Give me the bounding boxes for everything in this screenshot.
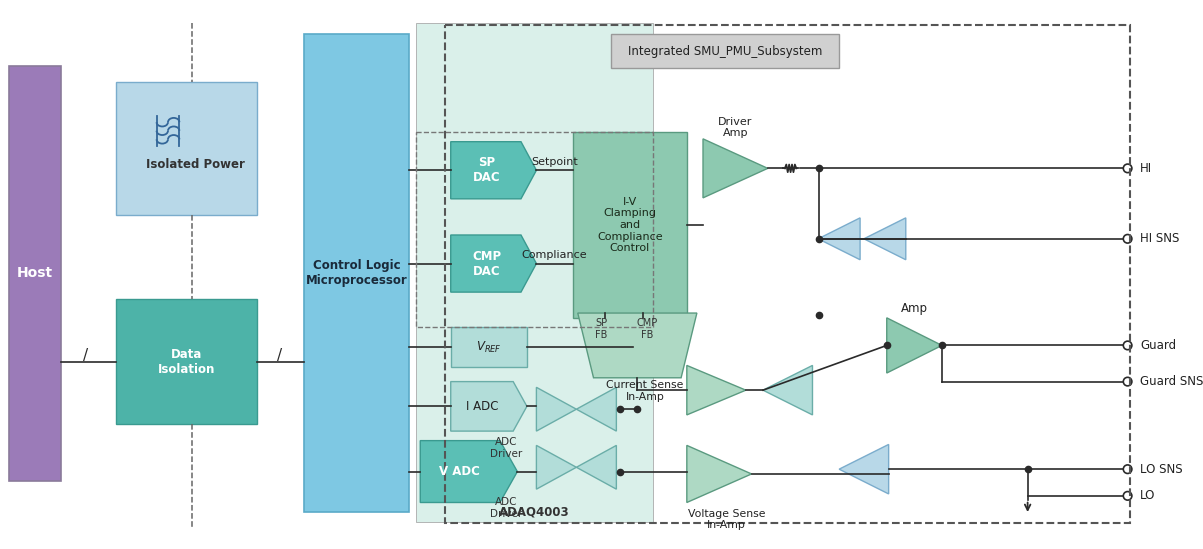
Text: SP
DAC: SP DAC [473, 156, 500, 184]
Text: Amp: Amp [901, 302, 928, 315]
Polygon shape [687, 445, 752, 502]
Text: $V_{REF}$: $V_{REF}$ [476, 340, 502, 355]
Text: Control Logic
Microprocessor: Control Logic Microprocessor [306, 259, 408, 287]
Text: Data
Isolation: Data Isolation [158, 348, 215, 376]
Polygon shape [577, 313, 697, 378]
Bar [8, 65, 61, 480]
Polygon shape [451, 235, 537, 292]
Bar [573, 132, 687, 318]
Text: /: / [277, 349, 282, 363]
Text: Integrated SMU_PMU_Subsystem: Integrated SMU_PMU_Subsystem [628, 45, 822, 58]
Polygon shape [451, 382, 527, 431]
Text: CMP
DAC: CMP DAC [472, 250, 502, 278]
Text: Guard: Guard [1140, 339, 1177, 352]
Bar [445, 25, 1131, 523]
Bar [115, 82, 256, 215]
Bar [416, 23, 652, 522]
Text: HI SNS: HI SNS [1140, 232, 1179, 245]
Text: SP
FB: SP FB [595, 318, 608, 340]
Text: ADC
Driver: ADC Driver [490, 497, 522, 519]
Text: Guard SNS: Guard SNS [1140, 375, 1203, 388]
Text: LO: LO [1140, 489, 1155, 502]
Bar [304, 34, 409, 512]
Polygon shape [451, 142, 537, 199]
Polygon shape [818, 218, 860, 260]
Text: LO SNS: LO SNS [1140, 463, 1183, 475]
Polygon shape [687, 366, 746, 415]
Bar [115, 299, 256, 424]
Polygon shape [576, 445, 616, 489]
Bar [416, 132, 652, 327]
Polygon shape [537, 445, 576, 489]
Text: Current Sense
In-Amp: Current Sense In-Amp [606, 380, 683, 402]
Polygon shape [703, 139, 768, 198]
Text: Setpoint: Setpoint [531, 156, 577, 167]
Polygon shape [864, 218, 906, 260]
Text: ADC
Driver: ADC Driver [490, 438, 522, 459]
Bar [611, 34, 840, 69]
Text: CMP
FB: CMP FB [636, 318, 658, 340]
Text: Driver
Amp: Driver Amp [718, 116, 753, 138]
Text: Isolated Power: Isolated Power [146, 158, 245, 171]
Text: /: / [83, 349, 88, 363]
Text: I-V
Clamping
and
Compliance
Control: I-V Clamping and Compliance Control [597, 197, 663, 253]
Bar [451, 327, 527, 367]
Text: V ADC: V ADC [439, 465, 480, 478]
Text: ADAQ4003: ADAQ4003 [499, 506, 570, 518]
Polygon shape [537, 387, 576, 431]
Text: Host: Host [17, 266, 53, 280]
Polygon shape [576, 387, 616, 431]
Text: HI: HI [1140, 162, 1152, 175]
Polygon shape [887, 318, 942, 373]
Polygon shape [420, 441, 517, 502]
Polygon shape [763, 366, 812, 415]
Polygon shape [840, 445, 889, 494]
Text: I ADC: I ADC [467, 400, 499, 413]
Text: Voltage Sense
In-Amp: Voltage Sense In-Amp [688, 509, 765, 530]
Text: Compliance: Compliance [522, 250, 587, 260]
